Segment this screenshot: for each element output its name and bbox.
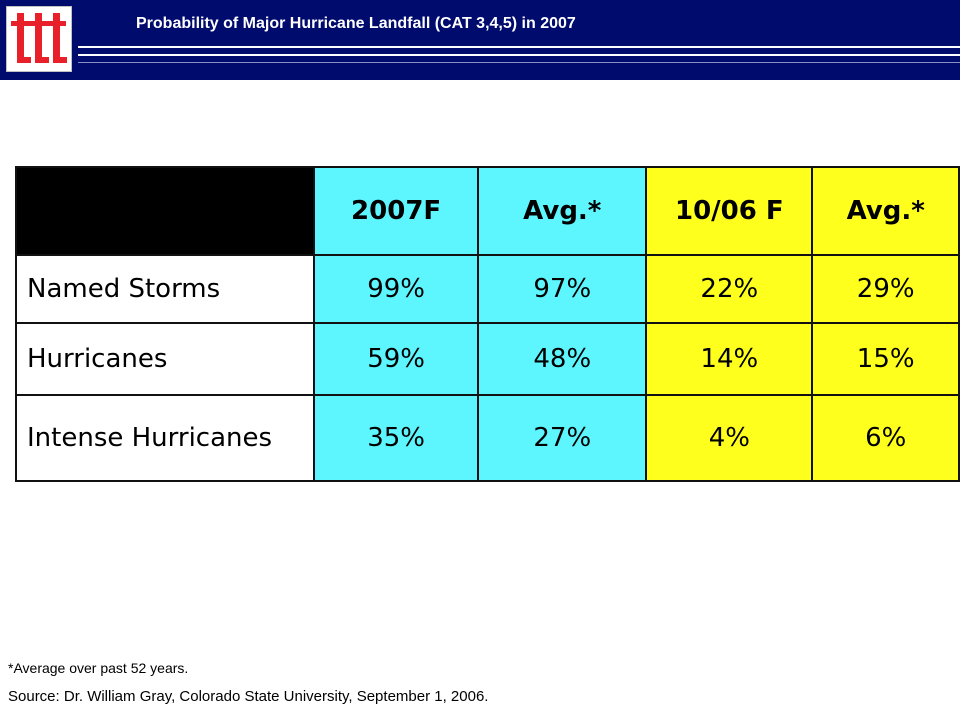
source-footnote: Source: Dr. William Gray, Colorado State… xyxy=(8,688,489,705)
table-cell: 6% xyxy=(811,394,960,482)
header-rule xyxy=(78,54,960,56)
average-footnote: *Average over past 52 years. xyxy=(8,660,189,676)
row-label: Hurricanes xyxy=(15,322,315,396)
table-cell: 99% xyxy=(312,254,480,324)
table-cell: 27% xyxy=(477,394,648,482)
table-row: Hurricanes 59% 48% 14% 15% xyxy=(15,322,960,396)
slide-title: Probability of Major Hurricane Landfall … xyxy=(136,15,576,32)
header-rule xyxy=(78,46,960,48)
table-header-row: 2007F Avg.* 10/06 F Avg.* xyxy=(15,166,960,256)
column-header: 10/06 F xyxy=(645,166,814,256)
table-row: Intense Hurricanes 35% 27% 4% 6% xyxy=(15,394,960,482)
column-header: Avg.* xyxy=(811,166,960,256)
table-cell: 15% xyxy=(811,322,960,396)
column-header: 2007F xyxy=(312,166,480,256)
table-cell: 14% xyxy=(645,322,814,396)
table-cell: 59% xyxy=(312,322,480,396)
header-rule xyxy=(78,62,960,63)
table-cell: 29% xyxy=(811,254,960,324)
hurricane-probability-table: 2007F Avg.* 10/06 F Avg.* Named Storms 9… xyxy=(15,166,960,482)
table-cell: 35% xyxy=(312,394,480,482)
ttt-logo-icon xyxy=(6,6,72,72)
table-cell: 97% xyxy=(477,254,648,324)
table-cell: 22% xyxy=(645,254,814,324)
row-label: Named Storms xyxy=(15,254,315,324)
row-label: Intense Hurricanes xyxy=(15,394,315,482)
table-row: Named Storms 99% 97% 22% 29% xyxy=(15,254,960,324)
table-cell: 48% xyxy=(477,322,648,396)
column-header: Avg.* xyxy=(477,166,648,256)
slide-header: Probability of Major Hurricane Landfall … xyxy=(0,0,960,80)
corner-cell xyxy=(15,166,315,256)
table-cell: 4% xyxy=(645,394,814,482)
